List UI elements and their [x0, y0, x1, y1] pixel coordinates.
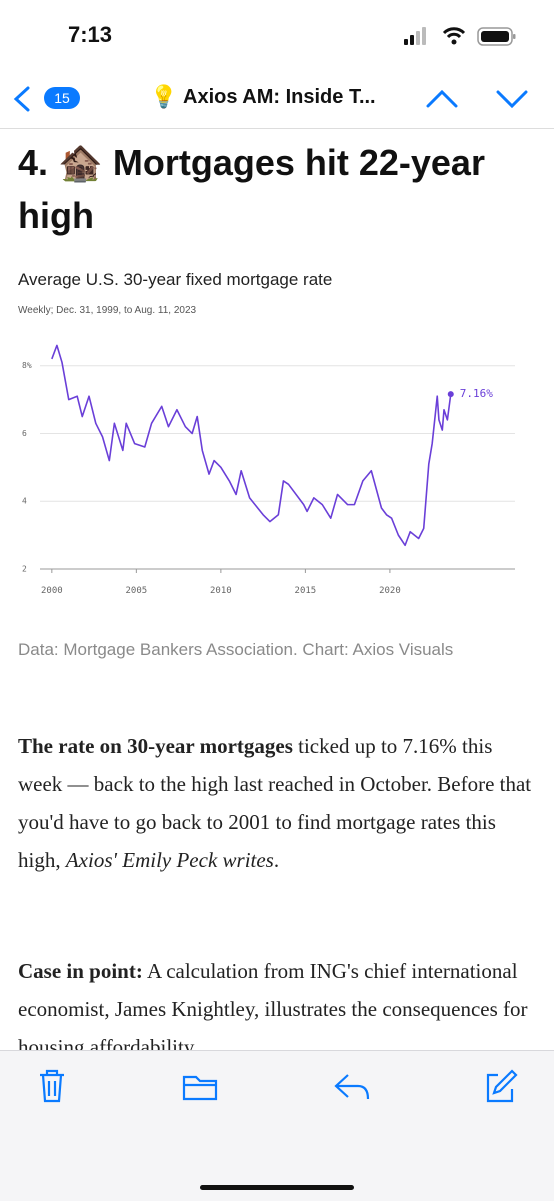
- chart: 2 4 6 8% 2000 2005 2010 2015 2020 7.16%: [22, 344, 515, 596]
- article-heading: 4. 🏚️ Mortgages hit 22-year high: [18, 142, 485, 236]
- chart-subtitle: Weekly; Dec. 31, 1999, to Aug. 11, 2023: [18, 305, 197, 316]
- text: ticked up to 7.16% this week — back to t…: [18, 734, 532, 872]
- y-tick-label: 8%: [22, 361, 32, 370]
- x-tick-label: 2000: [41, 586, 63, 596]
- y-tick-label: 6: [22, 429, 27, 438]
- x-tick-label: 2015: [295, 586, 317, 596]
- nav-icon: 💡: [150, 84, 178, 109]
- reply-button[interactable]: [334, 1074, 370, 1100]
- next-button[interactable]: [494, 86, 530, 112]
- back-button[interactable]: [8, 84, 38, 114]
- status-icons: [404, 27, 516, 46]
- move-button[interactable]: [182, 1075, 218, 1101]
- toolbar-icons: [40, 1069, 518, 1103]
- x-tick-label: 2010: [210, 586, 232, 596]
- line: [51, 344, 452, 547]
- paragraph: The rate on 30-year mortgages ticked up …: [18, 727, 540, 879]
- chart-source: Data: Mortgage Bankers Association. Char…: [18, 640, 454, 659]
- y-tick-label: 2: [22, 565, 27, 574]
- lead: Case in point:: [18, 959, 143, 983]
- status-time: 7:13: [68, 22, 113, 47]
- byline: Axios' Emily Peck writes: [65, 848, 274, 872]
- end-point: [447, 391, 454, 398]
- text: .: [273, 848, 280, 872]
- x-tick-label: 2020: [379, 586, 401, 596]
- home-indicator: [200, 1185, 354, 1190]
- y-tick-label: 4: [22, 497, 27, 506]
- nav-title: Axios AM: Inside T...: [183, 86, 376, 108]
- value-label: 7.16%: [460, 387, 493, 400]
- unread-badge[interactable]: 15: [44, 87, 80, 109]
- prev-button[interactable]: [424, 86, 460, 112]
- toolbar: [0, 1050, 554, 1201]
- delete-button[interactable]: [40, 1069, 64, 1103]
- divider: [0, 128, 554, 129]
- chart-title: Average U.S. 30-year fixed mortgage rate: [18, 270, 333, 289]
- compose-button[interactable]: [486, 1069, 518, 1103]
- paragraph: Case in point: A calculation from ING's …: [18, 952, 540, 1066]
- x-tick-label: 2005: [126, 586, 148, 596]
- lead: The rate on 30-year mortgages: [18, 734, 293, 758]
